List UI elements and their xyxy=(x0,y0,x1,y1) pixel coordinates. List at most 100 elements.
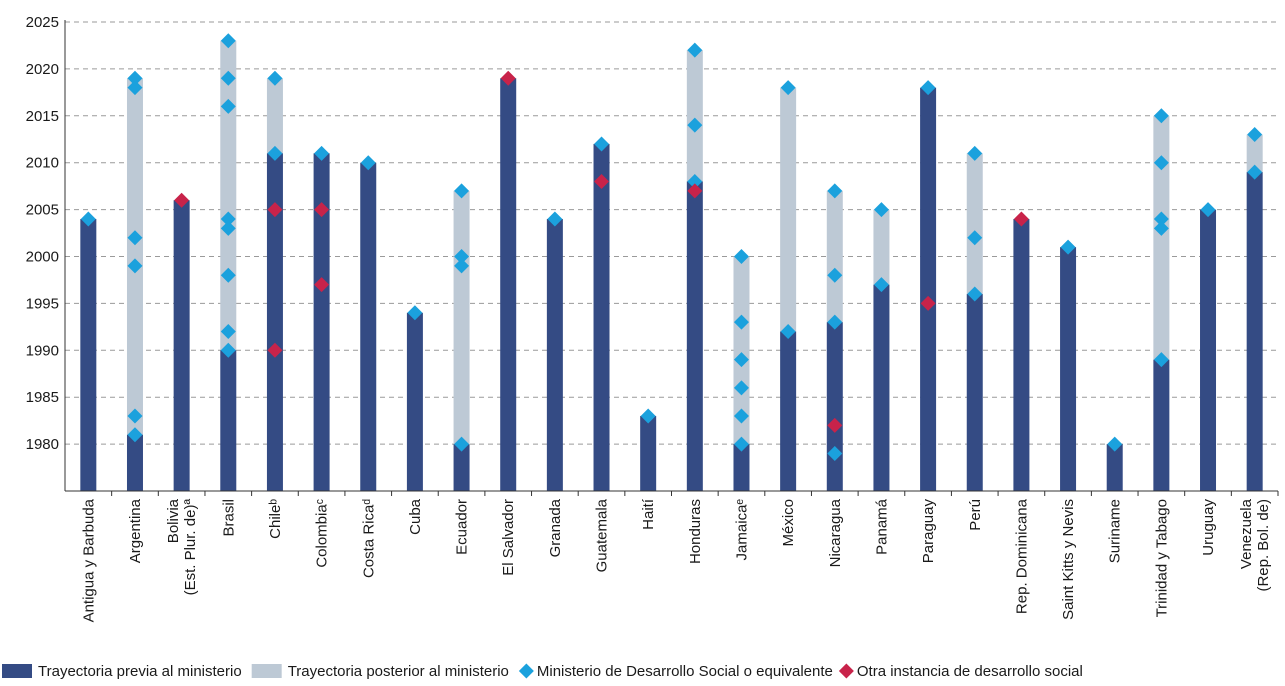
x-tick-label: Rep. Dominicana xyxy=(1013,498,1030,614)
marker-ministerio xyxy=(220,342,236,358)
marker-ministerio xyxy=(220,267,236,283)
marker-ministerio xyxy=(1247,127,1263,143)
legend-swatch-otra xyxy=(838,663,854,679)
marker-ministerio xyxy=(454,436,470,452)
x-tick-label: Saint Kitts y Nevis xyxy=(1060,499,1077,620)
marker-ministerio xyxy=(1153,108,1169,124)
marker-ministerio xyxy=(733,249,749,264)
bar-previa xyxy=(780,331,797,491)
marker-ministerio xyxy=(687,117,703,133)
marker-ministerio xyxy=(220,211,236,227)
marker-ministerio xyxy=(780,80,796,96)
y-tick-label: 2010 xyxy=(26,155,59,172)
marker-ministerio xyxy=(127,408,143,424)
marker-ministerio xyxy=(1153,352,1169,368)
x-tick-label-group: Rep. Dominicana xyxy=(1013,498,1030,614)
x-tick-label-group: Uruguay xyxy=(1200,499,1217,556)
x-tick-label-group: Haití xyxy=(640,498,657,530)
bar-previa xyxy=(1246,172,1263,491)
marker-otra-instancia xyxy=(1013,211,1029,227)
marker-ministerio xyxy=(407,305,423,321)
marker-ministerio xyxy=(1153,211,1169,227)
y-tick-label: 2025 xyxy=(26,14,59,31)
x-tick-label: Venezuela xyxy=(1238,498,1255,569)
marker-ministerio xyxy=(967,230,983,246)
marker-ministerio xyxy=(1153,155,1169,171)
x-tick-label: Brasil xyxy=(220,499,237,537)
x-tick-label: Cuba xyxy=(407,498,424,535)
x-tick-label: Trinidad y Tabago xyxy=(1153,499,1170,617)
bar-previa xyxy=(406,312,423,491)
marker-otra-instancia xyxy=(827,417,843,433)
marker-ministerio xyxy=(873,277,889,293)
marker-ministerio xyxy=(687,42,703,58)
y-tick-label: 1990 xyxy=(26,342,59,359)
marker-ministerio xyxy=(454,258,470,274)
bar-previa xyxy=(1200,209,1217,491)
marker-ministerio xyxy=(687,173,703,189)
legend: Trayectoria previa al ministerio Trayecto… xyxy=(2,663,1083,680)
marker-ministerio xyxy=(80,211,96,227)
x-tick-label-group: Venezuela (Rep. Bol. de) xyxy=(1238,498,1272,591)
bar-previa xyxy=(920,87,937,491)
x-tick-label-group: México xyxy=(780,499,797,547)
legend-label-posterior: Trayectoria posterior al ministerio xyxy=(288,663,509,680)
y-tick-label: 2000 xyxy=(26,249,59,266)
legend-label-previa: Trayectoria previa al ministerio xyxy=(38,663,242,680)
bar-posterior xyxy=(966,153,983,295)
x-tick-label: Haití xyxy=(640,498,657,530)
bar-posterior xyxy=(826,190,843,323)
marker-ministerio xyxy=(127,70,143,86)
x-tick-label: Honduras xyxy=(687,499,704,564)
marker-ministerio xyxy=(454,249,470,264)
grid-layer xyxy=(65,21,1278,445)
marker-ministerio xyxy=(733,352,749,368)
x-tick-label: Colombiaᶜ xyxy=(314,499,331,568)
y-tick-label: 2020 xyxy=(26,61,59,78)
x-tick-label-group: Guatemala xyxy=(594,498,611,572)
x-tick-label-group: Ecuador xyxy=(454,499,471,555)
bar-previa xyxy=(1153,359,1170,491)
bar-previa xyxy=(1106,444,1123,491)
bar-posterior xyxy=(686,50,703,182)
x-tick-label-group: Nicaragua xyxy=(827,498,844,567)
x-tick-label-group: Perú xyxy=(967,499,984,531)
x-tick-label: (Est. Plur. de)ª xyxy=(182,499,199,596)
marker-ministerio xyxy=(220,98,236,114)
bar-posterior xyxy=(266,78,283,154)
marker-ministerio xyxy=(827,267,843,283)
x-tick-label-group: Saint Kitts y Nevis xyxy=(1060,499,1077,620)
x-tick-label: Panamá xyxy=(873,498,890,555)
x-tick-label-group: Honduras xyxy=(687,499,704,564)
marker-ministerio xyxy=(733,436,749,452)
x-tick-label-group: Bolivia (Est. Plur. de)ª xyxy=(165,498,199,595)
x-tick-label: (Rep. Bol. de) xyxy=(1255,499,1272,592)
bar-previa xyxy=(360,162,377,491)
x-tick-label-group: Granada xyxy=(547,498,564,557)
x-tick-label-group: Paraguay xyxy=(920,499,937,564)
x-tick-label-group: Argentina xyxy=(127,498,144,563)
x-tick-label: Argentina xyxy=(127,498,144,563)
bar-posterior xyxy=(1246,134,1263,173)
bar-posterior xyxy=(453,190,470,445)
bar-previa xyxy=(686,181,703,491)
x-tick-label: Jamaicaᵉ xyxy=(733,499,750,561)
marker-ministerio xyxy=(360,155,376,171)
bar-previa xyxy=(220,350,237,491)
marker-otra-instancia xyxy=(594,173,610,189)
marker-ministerio xyxy=(267,145,283,161)
x-tick-label: Ecuador xyxy=(454,499,471,555)
marker-ministerio xyxy=(1107,436,1123,452)
marker-ministerio xyxy=(827,314,843,330)
marker-otra-instancia xyxy=(500,70,516,86)
y-tick-label: 2015 xyxy=(26,108,59,125)
bar-previa xyxy=(266,153,283,491)
legend-label-ministerio: Ministerio de Desarrollo Social o equiva… xyxy=(537,663,833,680)
bar-previa xyxy=(546,218,563,492)
bar-posterior xyxy=(780,87,797,332)
x-tick-label: Chileᵇ xyxy=(267,499,284,539)
x-tick-label-group: Colombiaᶜ xyxy=(314,499,331,568)
x-tick-label: Suriname xyxy=(1107,499,1124,563)
x-tick-label: Perú xyxy=(967,499,984,531)
